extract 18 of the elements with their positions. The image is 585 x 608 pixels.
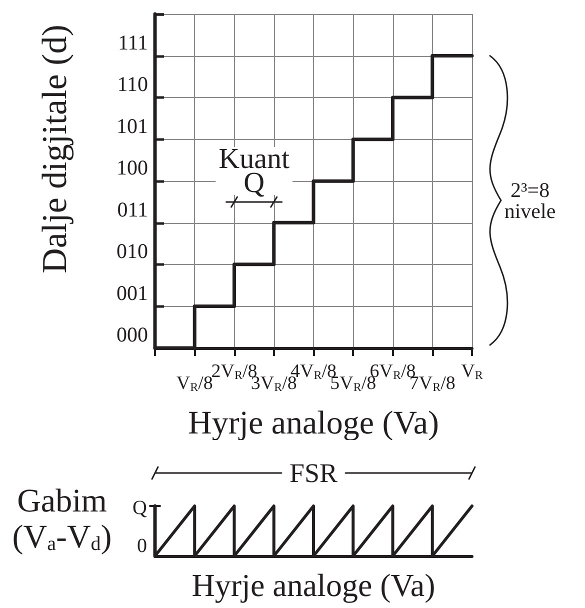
text: FSR: [289, 458, 338, 488]
text: 000: [116, 322, 148, 346]
x-tick-label: VR: [461, 361, 483, 382]
text: 001: [116, 280, 148, 305]
annotation: Kuant Q: [218, 143, 290, 199]
y-axis-title: Dalje digjitale (d): [35, 24, 74, 274]
text: 100: [116, 156, 148, 180]
text: 0: [137, 535, 147, 557]
y-axis-title: Gabim (Va-Vd): [12, 484, 112, 556]
text: 010: [116, 239, 148, 263]
text: 110: [117, 72, 148, 96]
x-axis-title: Hyrje analoge (Va): [192, 567, 436, 603]
text: Q: [132, 497, 148, 519]
text: 101: [116, 114, 148, 138]
text: 2³=8 nivele: [504, 178, 556, 223]
text: 011: [117, 197, 148, 222]
text: 111: [118, 30, 148, 54]
x-tick-label: VR/8: [176, 373, 213, 394]
